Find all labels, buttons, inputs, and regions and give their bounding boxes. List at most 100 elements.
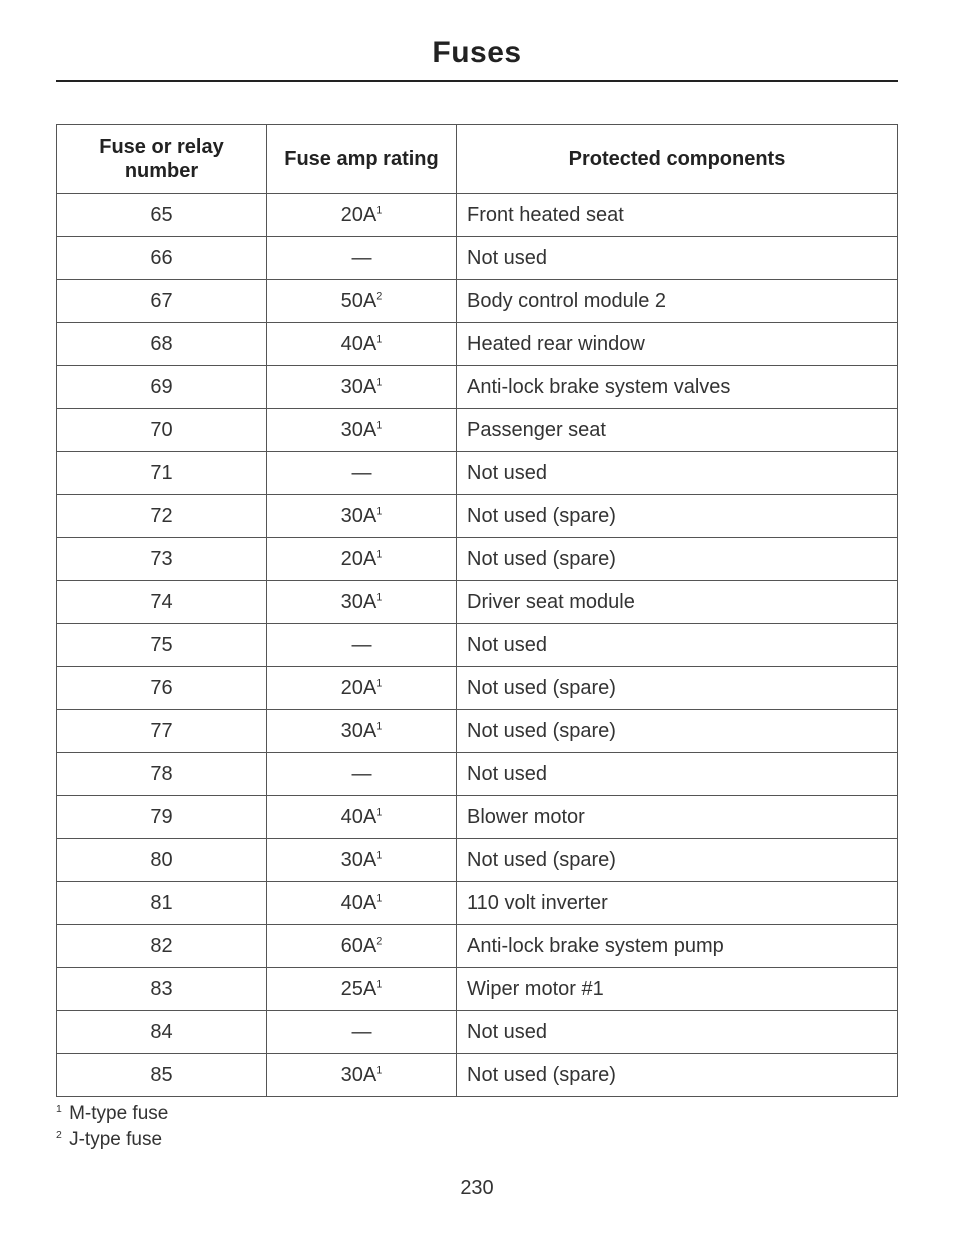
table-row: 71—Not used xyxy=(57,452,898,495)
cell-protected-components: Wiper motor #1 xyxy=(457,968,898,1011)
amp-value: 40A xyxy=(341,806,377,828)
table-row: 7940A1Blower motor xyxy=(57,796,898,839)
footnote: 1 M-type fuse xyxy=(56,1103,898,1125)
cell-fuse-number: 70 xyxy=(57,409,267,452)
cell-amp-rating: 40A1 xyxy=(267,882,457,925)
cell-protected-components: Not used xyxy=(457,753,898,796)
table-row: 7030A1Passenger seat xyxy=(57,409,898,452)
cell-amp-rating: 30A1 xyxy=(267,710,457,753)
table-row: 7320A1Not used (spare) xyxy=(57,538,898,581)
amp-value: 60A xyxy=(341,935,377,957)
amp-footnote-marker: 1 xyxy=(376,1064,382,1076)
table-row: 6930A1Anti-lock brake system valves xyxy=(57,366,898,409)
cell-amp-rating: — xyxy=(267,1011,457,1054)
cell-amp-rating: 30A1 xyxy=(267,409,457,452)
cell-amp-rating: — xyxy=(267,452,457,495)
table-row: 6840A1Heated rear window xyxy=(57,323,898,366)
cell-protected-components: Not used (spare) xyxy=(457,667,898,710)
amp-value: 50A xyxy=(341,290,377,312)
amp-value: — xyxy=(352,462,372,484)
amp-footnote-marker: 1 xyxy=(376,591,382,603)
amp-value: — xyxy=(352,1021,372,1043)
cell-fuse-number: 68 xyxy=(57,323,267,366)
amp-value: — xyxy=(352,763,372,785)
cell-fuse-number: 77 xyxy=(57,710,267,753)
cell-protected-components: Anti-lock brake system valves xyxy=(457,366,898,409)
table-row: 82 60A2 Anti-lock brake system pump xyxy=(57,925,898,968)
amp-footnote-marker: 1 xyxy=(376,548,382,560)
table-row: 8140A1110 volt inverter xyxy=(57,882,898,925)
cell-fuse-number: 81 xyxy=(57,882,267,925)
cell-protected-components: Body control module 2 xyxy=(457,280,898,323)
cell-protected-components: 110 volt inverter xyxy=(457,882,898,925)
cell-protected-components: Heated rear window xyxy=(457,323,898,366)
cell-fuse-number: 82 xyxy=(57,925,267,968)
amp-footnote-marker: 2 xyxy=(376,935,382,947)
cell-amp-rating: 40A1 xyxy=(267,323,457,366)
amp-footnote-marker: 1 xyxy=(376,204,382,216)
col-header-fuse-number: Fuse or relay number xyxy=(57,125,267,194)
amp-footnote-marker: 1 xyxy=(376,505,382,517)
amp-value: 30A xyxy=(341,376,377,398)
cell-protected-components: Passenger seat xyxy=(457,409,898,452)
cell-fuse-number: 73 xyxy=(57,538,267,581)
footnote: 2 J-type fuse xyxy=(56,1129,898,1151)
footnote-text: J-type fuse xyxy=(64,1129,162,1150)
table-row: 7620A1Not used (spare) xyxy=(57,667,898,710)
cell-protected-components: Not used xyxy=(457,1011,898,1054)
cell-protected-components: Driver seat module xyxy=(457,581,898,624)
cell-protected-components: Not used (spare) xyxy=(457,538,898,581)
cell-fuse-number: 74 xyxy=(57,581,267,624)
amp-value: 40A xyxy=(341,892,377,914)
footnote-marker: 1 xyxy=(56,1104,62,1115)
cell-protected-components: Blower motor xyxy=(457,796,898,839)
col-header-amp-rating: Fuse amp rating xyxy=(267,125,457,194)
amp-value: 20A xyxy=(341,677,377,699)
cell-fuse-number: 83 xyxy=(57,968,267,1011)
footnote-text: M-type fuse xyxy=(64,1103,169,1124)
amp-footnote-marker: 1 xyxy=(376,806,382,818)
amp-footnote-marker: 1 xyxy=(376,419,382,431)
cell-fuse-number: 78 xyxy=(57,753,267,796)
amp-value: 25A xyxy=(341,978,377,1000)
table-row: 75—Not used xyxy=(57,624,898,667)
amp-value: 30A xyxy=(341,720,377,742)
table-header-row: Fuse or relay number Fuse amp rating Pro… xyxy=(57,125,898,194)
cell-fuse-number: 85 xyxy=(57,1054,267,1097)
cell-protected-components: Not used (spare) xyxy=(457,710,898,753)
cell-amp-rating: 50A2 xyxy=(267,280,457,323)
cell-amp-rating: 20A1 xyxy=(267,667,457,710)
cell-fuse-number: 71 xyxy=(57,452,267,495)
page-number: 230 xyxy=(0,1177,954,1200)
cell-amp-rating: 30A1 xyxy=(267,495,457,538)
table-row: 8530A1Not used (spare) xyxy=(57,1054,898,1097)
amp-value: 30A xyxy=(341,505,377,527)
amp-footnote-marker: 1 xyxy=(376,677,382,689)
amp-footnote-marker: 1 xyxy=(376,892,382,904)
cell-protected-components: Not used (spare) xyxy=(457,1054,898,1097)
amp-footnote-marker: 1 xyxy=(376,720,382,732)
cell-amp-rating: 30A1 xyxy=(267,366,457,409)
table-row: 6520A1Front heated seat xyxy=(57,194,898,237)
fuse-table: Fuse or relay number Fuse amp rating Pro… xyxy=(56,124,898,1097)
cell-protected-components: Not used xyxy=(457,624,898,667)
cell-fuse-number: 67 xyxy=(57,280,267,323)
cell-fuse-number: 84 xyxy=(57,1011,267,1054)
cell-protected-components: Anti-lock brake system pump xyxy=(457,925,898,968)
amp-footnote-marker: 1 xyxy=(376,849,382,861)
table-row: 8030A1Not used (spare) xyxy=(57,839,898,882)
cell-fuse-number: 76 xyxy=(57,667,267,710)
cell-amp-rating: 25A1 xyxy=(267,968,457,1011)
amp-value: — xyxy=(352,247,372,269)
amp-value: — xyxy=(352,634,372,656)
page-title: Fuses xyxy=(56,36,898,82)
cell-amp-rating: — xyxy=(267,753,457,796)
cell-fuse-number: 66 xyxy=(57,237,267,280)
cell-fuse-number: 72 xyxy=(57,495,267,538)
cell-fuse-number: 69 xyxy=(57,366,267,409)
table-row: 66—Not used xyxy=(57,237,898,280)
table-row: 7430A1Driver seat module xyxy=(57,581,898,624)
cell-amp-rating: 20A1 xyxy=(267,194,457,237)
amp-footnote-marker: 1 xyxy=(376,333,382,345)
cell-fuse-number: 65 xyxy=(57,194,267,237)
